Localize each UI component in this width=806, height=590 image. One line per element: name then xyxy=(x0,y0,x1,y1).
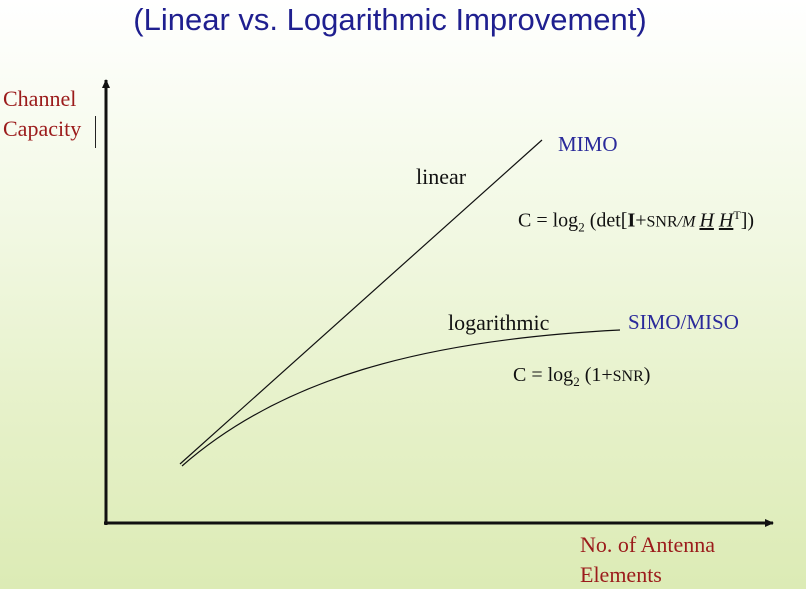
mimo-line xyxy=(179,139,543,465)
linear-label: linear xyxy=(416,164,467,189)
y-axis-label: Channel Capacity xyxy=(3,86,82,141)
mimo-formula: C = log2 (det[I+SNR/M H HT]) xyxy=(518,208,755,235)
slide-title: (Linear vs. Logarithmic Improvement) xyxy=(133,2,647,37)
simo-miso-curve xyxy=(181,329,621,467)
x-axis-label: No. of Antenna Elements xyxy=(580,532,716,587)
simo-miso-series-label: SIMO/MISO xyxy=(628,310,739,334)
logarithmic-label: logarithmic xyxy=(448,310,550,335)
simo-miso-formula: C = log2 (1+SNR) xyxy=(513,364,651,389)
mimo-series-label: MIMO xyxy=(558,132,618,156)
text-cursor xyxy=(95,116,96,148)
